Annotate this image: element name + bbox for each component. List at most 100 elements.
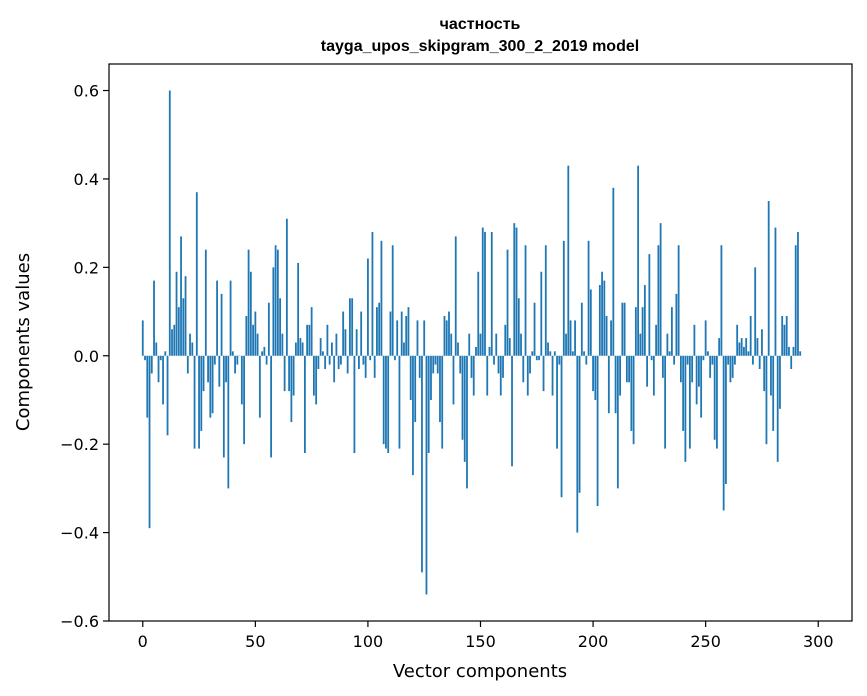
bar-170 [524, 245, 527, 356]
bar-82 [326, 324, 329, 356]
bar-243 [688, 355, 691, 449]
bar-267 [743, 346, 745, 356]
bar-86 [335, 333, 338, 356]
bar-106 [380, 240, 383, 356]
bar-85 [333, 355, 336, 383]
bar-134 [443, 315, 446, 356]
bar-204 [601, 271, 603, 356]
bar-22 [191, 342, 194, 356]
bar-169 [522, 355, 525, 383]
y-tick-label: 0.6 [74, 82, 99, 101]
bar-12 [168, 90, 171, 356]
bar-206 [605, 315, 608, 356]
bar-146 [470, 355, 473, 378]
bar-240 [682, 355, 685, 431]
bar-19 [184, 276, 187, 356]
bar-108 [385, 355, 387, 449]
bar-130 [434, 355, 437, 365]
bar-64 [285, 218, 288, 356]
bar-13 [171, 329, 173, 356]
bar-222 [641, 307, 644, 356]
bar-3 [148, 355, 151, 529]
bar-75 [310, 307, 313, 356]
bar-166 [515, 227, 518, 356]
bar-111 [391, 245, 394, 356]
bar-150 [479, 333, 482, 356]
bar-76 [312, 355, 315, 396]
bar-118 [407, 307, 410, 356]
bar-182 [551, 355, 554, 396]
bar-105 [378, 302, 381, 356]
bar-20 [186, 355, 189, 374]
bar-83 [328, 355, 331, 365]
bar-47 [247, 249, 250, 356]
bar-147 [472, 355, 475, 396]
bar-37 [225, 355, 227, 383]
bar-99 [364, 355, 367, 378]
bar-42 [236, 355, 239, 365]
bar-128 [430, 355, 432, 400]
x-axis: 0 50 100 150 200 250 300 [138, 621, 834, 651]
bar-202 [596, 355, 599, 507]
bar-162 [506, 249, 509, 356]
bar-110 [389, 311, 392, 356]
bar-38 [227, 355, 230, 489]
bar-247 [698, 355, 700, 387]
bar-45 [243, 355, 245, 445]
chart-title-line2: tayga_upos_skipgram_300_2_2019 model [321, 38, 639, 55]
bar-225 [648, 254, 651, 356]
bar-90 [344, 329, 347, 356]
bar-266 [740, 338, 743, 356]
bar-223 [643, 285, 646, 356]
bar-241 [684, 355, 687, 462]
bar-152 [484, 231, 486, 356]
bar-53 [261, 351, 263, 356]
bar-66 [290, 355, 293, 423]
bar-212 [619, 355, 621, 396]
bar-123 [418, 355, 421, 378]
y-tick-label: 0.2 [74, 258, 99, 277]
bar-144 [466, 355, 468, 489]
bar-28 [204, 249, 207, 356]
bar-69 [297, 262, 300, 356]
bar-203 [598, 285, 601, 356]
bar-67 [292, 355, 295, 396]
x-tick-label: 200 [578, 632, 609, 651]
y-tick-label: −0.4 [60, 524, 99, 543]
bar-217 [630, 355, 633, 431]
bar-237 [675, 293, 678, 356]
bar-101 [369, 355, 372, 361]
bar-278 [767, 201, 770, 356]
bar-286 [785, 315, 788, 356]
y-axis-label: Components values [13, 253, 34, 431]
bar-55 [265, 355, 268, 365]
bar-199 [589, 289, 592, 356]
bar-48 [249, 271, 252, 356]
bar-167 [517, 298, 520, 356]
bar-271 [752, 355, 754, 365]
bar-14 [173, 324, 176, 356]
bar-94 [353, 355, 356, 454]
bar-158 [497, 355, 500, 374]
bar-268 [745, 338, 748, 356]
bar-292 [799, 351, 802, 356]
x-tick-label: 50 [245, 632, 265, 651]
bar-114 [398, 355, 401, 449]
bar-208 [610, 320, 612, 356]
bar-195 [580, 302, 583, 356]
bar-58 [272, 267, 275, 356]
bar-232 [664, 355, 667, 449]
bar-95 [355, 329, 358, 356]
bar-97 [360, 311, 363, 356]
bar-31 [211, 355, 214, 414]
bar-290 [794, 245, 797, 356]
bar-282 [776, 355, 779, 462]
bar-100 [367, 258, 369, 356]
bar-131 [436, 355, 439, 374]
bar-254 [713, 355, 716, 440]
bar-289 [792, 346, 795, 356]
bar-255 [716, 355, 718, 449]
bar-27 [202, 355, 205, 392]
bar-196 [583, 351, 585, 356]
bar-190 [569, 320, 572, 356]
